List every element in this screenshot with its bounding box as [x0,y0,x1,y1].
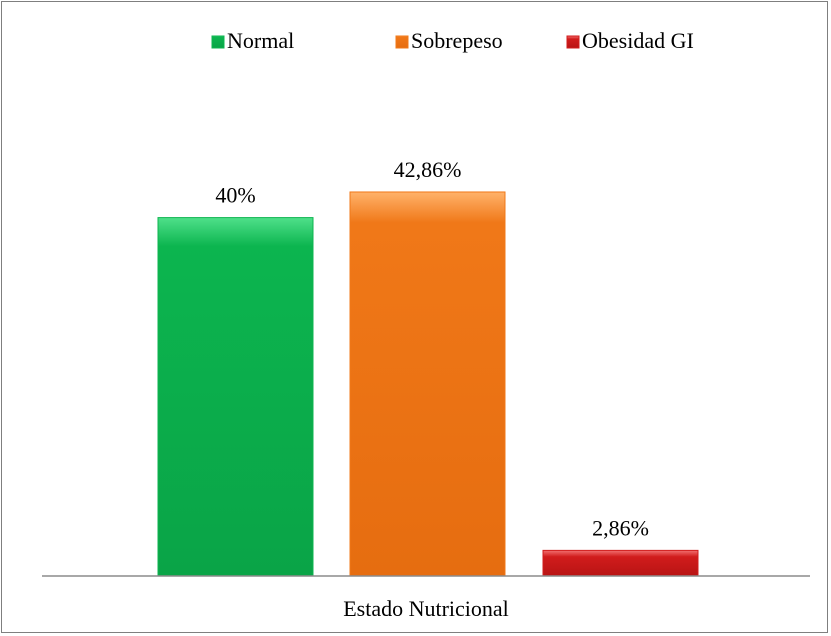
x-axis-title: Estado Nutricional [343,596,509,621]
legend-swatch-obesidad-gi [566,35,580,49]
legend-swatch-normal [211,35,225,49]
legend-swatch-sobrepeso [395,35,409,49]
chart-legend: Normal Sobrepeso Obesidad GI [211,28,694,53]
data-labels-group: 40% 42,86% 2,86% [215,157,649,540]
bar-normal [157,217,314,577]
data-label-obesidad-gi: 2,86% [592,515,649,540]
data-label-normal: 40% [215,183,255,208]
data-label-sobrepeso: 42,86% [394,157,462,182]
legend-label-obesidad-gi: Obesidad GI [582,28,694,53]
bars-group [157,191,699,577]
legend-label-sobrepeso: Sobrepeso [411,28,503,53]
bar-obesidad-gi [542,549,699,577]
bar-sobrepeso [349,191,506,577]
legend-label-normal: Normal [227,28,294,53]
